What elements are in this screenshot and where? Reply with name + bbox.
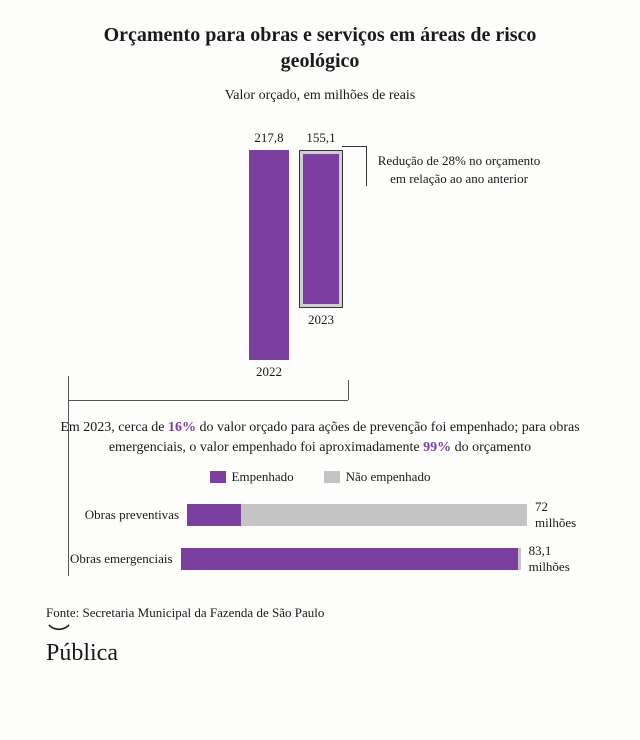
legend-item-committed: Empenhado — [210, 469, 294, 485]
para-highlight: 16% — [168, 420, 196, 435]
para-text: Em 2023, cerca de — [60, 420, 168, 435]
swatch-committed — [210, 471, 226, 483]
hbar-track — [181, 548, 521, 570]
leader-line — [342, 146, 366, 147]
vbar-2023: 155,1 2023 — [300, 130, 342, 380]
legend-item-uncommitted: Não empenhado — [324, 469, 431, 485]
legend-label: Empenhado — [232, 469, 294, 485]
source-text: Fonte: Secretaria Municipal da Fazenda d… — [46, 605, 612, 621]
hbar-row: Obras emergenciais83,1 milhões — [48, 543, 592, 575]
connector-line — [68, 376, 69, 576]
vertical-bar-chart: 217,8 2022 155,1 2023 Redução de 28% no orç… — [28, 122, 612, 402]
para-highlight: 99% — [423, 440, 451, 455]
leader-line — [366, 146, 367, 186]
hbar-track — [187, 504, 527, 526]
explanatory-paragraph: Em 2023, cerca de 16% do valor orçado pa… — [38, 418, 602, 457]
vbar-year-label: 2023 — [308, 312, 334, 328]
vbar-outline — [299, 150, 343, 308]
logo-text: Pública — [46, 640, 612, 667]
hbar-row: Obras preventivas72 milhões — [48, 499, 592, 531]
chart-title: Orçamento para obras e serviços em áreas… — [68, 22, 572, 74]
vbar-fill — [303, 154, 339, 304]
legend: Empenhado Não empenhado — [28, 469, 612, 485]
para-text: do orçamento — [451, 440, 531, 455]
swatch-uncommitted — [324, 471, 340, 483]
horizontal-bar-chart: Obras preventivas72 milhões Obras emergen… — [48, 499, 592, 575]
chart-subtitle: Valor orçado, em milhões de reais — [28, 88, 612, 104]
connector-line — [348, 380, 349, 400]
legend-label: Não empenhado — [346, 469, 431, 485]
vbar-2022: 217,8 2022 — [248, 130, 290, 380]
vbar-value-label: 155,1 — [306, 130, 335, 146]
connector-line — [68, 400, 348, 401]
vbar-value-label: 217,8 — [254, 130, 283, 146]
hbar-committed — [181, 548, 518, 570]
hbar-committed — [187, 504, 241, 526]
vbar-fill — [249, 150, 289, 360]
reduction-annotation: Redução de 28% no orçamento em relação a… — [374, 152, 544, 187]
vbar-year-label: 2022 — [256, 364, 282, 380]
publisher-logo: ︶ Pública — [46, 629, 612, 667]
hbar-value-label: 72 milhões — [527, 499, 592, 531]
hbar-value-label: 83,1 milhões — [521, 543, 592, 575]
